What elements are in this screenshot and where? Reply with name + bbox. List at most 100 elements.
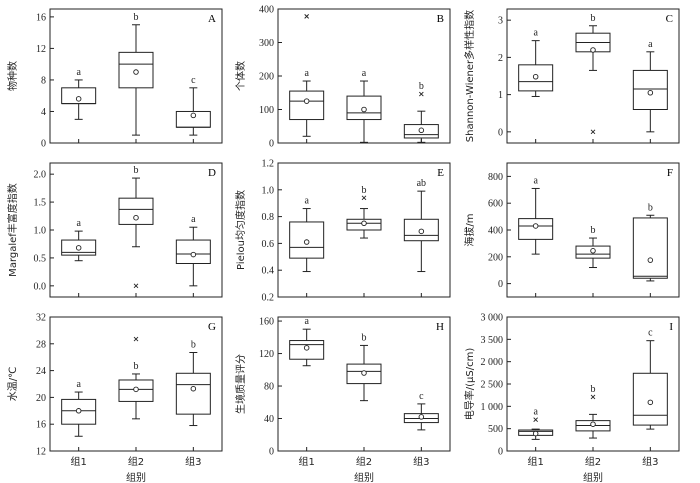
- mean-marker: [590, 47, 596, 53]
- mean-marker: [133, 214, 139, 221]
- y-axis-label: 物种数: [6, 61, 19, 91]
- iqr-box: [175, 239, 211, 265]
- y-axis-label: 水温/℃: [7, 367, 19, 402]
- iqr-box: [118, 197, 154, 225]
- iqr-box: [632, 217, 668, 279]
- mean-marker: [75, 96, 82, 102]
- significance-letter: c: [419, 391, 424, 402]
- y-axis-label: 电导率/(μS/cm): [463, 348, 476, 421]
- panel-G: G 12 16 20 24 28 32 水温/℃ a 组1 b 组2 b 组3 组别: [7, 313, 223, 483]
- y-tick-label: 0.5: [34, 253, 47, 264]
- x-tick-label: 组2: [356, 455, 372, 468]
- outlier-marker: [361, 195, 367, 201]
- iqr-box: [632, 372, 668, 426]
- y-tick-label: 16: [36, 12, 46, 23]
- x-axis-label: 组别: [583, 471, 603, 483]
- outlier-stroke: [361, 195, 367, 201]
- box-I-2: b 组2: [575, 384, 611, 468]
- y-tick-label: 600: [488, 199, 503, 210]
- y-tick-label: 3: [498, 16, 503, 27]
- y-tick-label: 1 000: [481, 402, 504, 413]
- panel-B: B 0 100 200 300 400 个体数 a a b: [234, 5, 451, 150]
- box-D-3: a: [175, 214, 211, 297]
- significance-letter: a: [304, 316, 309, 327]
- outlier-marker: [590, 394, 596, 400]
- outlier-marker: [533, 417, 538, 423]
- significance-letter: a: [304, 196, 309, 207]
- box-B-1: a: [289, 14, 325, 143]
- mean-marker: [303, 98, 310, 104]
- x-tick-label: 组3: [413, 455, 429, 468]
- y-axis-label: Shannon-Wiener多样性指数: [463, 10, 476, 142]
- y-tick-label: 120: [259, 349, 274, 360]
- mean-marker: [532, 73, 539, 80]
- box-F-1: a: [518, 175, 554, 297]
- y-tick-label: 2 000: [481, 357, 504, 368]
- mean-marker: [418, 414, 425, 420]
- outlier-marker: [304, 14, 309, 19]
- mean-marker: [190, 385, 197, 392]
- outlier-stroke: [419, 91, 424, 97]
- significance-letter: b: [191, 340, 196, 351]
- outlier-marker: [419, 91, 424, 97]
- outlier-marker: [133, 336, 139, 342]
- x-tick-label: 组2: [585, 455, 601, 468]
- panel-letter: F: [667, 167, 673, 179]
- y-tick-label: 2.0: [34, 170, 47, 181]
- outlier-stroke: [133, 283, 139, 289]
- x-tick-label: 组1: [298, 455, 314, 468]
- panel-letter: A: [208, 13, 216, 25]
- significance-letter: a: [533, 175, 538, 186]
- x-tick-label: 组3: [642, 455, 658, 468]
- significance-letter: a: [304, 68, 309, 79]
- panel-D: D 0.0 0.5 1.0 1.5 2.0 Margalef丰富度指数 a b a: [6, 162, 223, 298]
- y-tick-label: 2 500: [481, 380, 504, 391]
- significance-letter: b: [134, 165, 139, 176]
- box-C-1: a: [518, 28, 554, 143]
- panel-letter: E: [437, 167, 444, 179]
- x-tick-label: 组1: [527, 455, 543, 468]
- significance-letter: b: [362, 185, 367, 196]
- y-tick-label: 300: [259, 38, 274, 49]
- x-axis-label: 组别: [354, 471, 374, 483]
- significance-letter: a: [76, 379, 81, 390]
- y-tick-label: 1: [498, 90, 503, 101]
- y-tick-label: 500: [488, 424, 503, 435]
- box-I-3: c 组3: [632, 328, 668, 468]
- y-tick-label: 3 000: [481, 313, 504, 324]
- outlier-stroke: [590, 129, 596, 135]
- y-tick-label: 12: [36, 44, 46, 55]
- y-tick-label: 32: [36, 313, 46, 324]
- significance-letter: ab: [417, 178, 426, 189]
- mean-marker: [75, 245, 82, 251]
- outlier-stroke: [533, 417, 538, 423]
- y-tick-label: 28: [36, 339, 46, 350]
- y-tick-label: 0.8: [262, 212, 275, 223]
- x-tick-label: 组2: [128, 455, 144, 468]
- x-tick-label: 组3: [185, 455, 201, 468]
- y-tick-label: 200: [488, 252, 503, 263]
- y-tick-label: 0: [269, 447, 274, 458]
- panel-letter: H: [436, 321, 444, 333]
- y-tick-label: 40: [264, 414, 274, 425]
- y-tick-label: 0: [498, 279, 503, 290]
- y-tick-label: 0: [41, 139, 46, 150]
- significance-letter: a: [76, 67, 81, 78]
- significance-letter: b: [362, 332, 367, 343]
- y-tick-label: 3 500: [481, 335, 504, 346]
- mean-marker: [133, 69, 139, 75]
- mean-marker: [190, 112, 197, 119]
- box-H-3: c 组3: [403, 391, 439, 468]
- panel-I: I 0 500 1 000 2 500 2 000 3 500 3 000 电导率/(μS/cm…: [463, 313, 680, 483]
- outlier-marker: [590, 129, 596, 135]
- box-D-1: a: [61, 218, 97, 297]
- panel-letter: D: [208, 167, 216, 179]
- y-tick-label: 4: [41, 107, 46, 118]
- mean-marker: [361, 220, 367, 227]
- box-G-2: b 组2: [118, 336, 154, 468]
- significance-letter: a: [533, 407, 538, 418]
- significance-letter: a: [76, 218, 81, 229]
- significance-letter: b: [591, 384, 596, 395]
- y-tick-label: 8: [41, 75, 46, 86]
